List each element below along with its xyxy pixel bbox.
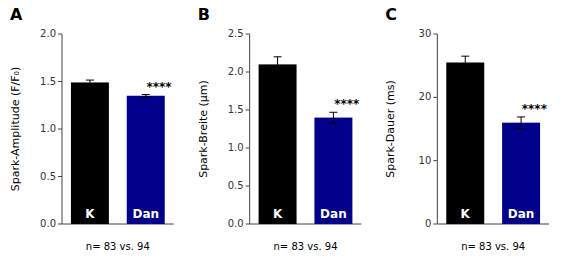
error-line bbox=[521, 117, 522, 128]
error-cap bbox=[86, 80, 94, 81]
y-tick-label: 0.0 bbox=[228, 218, 244, 229]
footnote: n= 83 vs. 94 bbox=[273, 241, 337, 252]
background bbox=[0, 0, 563, 272]
panel-label: C bbox=[385, 5, 397, 24]
error-cap bbox=[461, 68, 469, 69]
y-tick-label: 1.5 bbox=[228, 104, 244, 115]
y-axis bbox=[437, 34, 438, 224]
bar bbox=[502, 123, 540, 224]
y-tick bbox=[58, 176, 62, 177]
significance: **** bbox=[334, 97, 360, 111]
panel: A 0.0 0.5 1.0 1.5 2.0 Spark-Amplitude (F/F₀) K D… bbox=[9, 5, 174, 252]
error-cap bbox=[517, 116, 525, 117]
bar bbox=[259, 64, 297, 224]
y-tick bbox=[433, 224, 437, 225]
y-tick-label: 2.5 bbox=[228, 28, 244, 39]
error-cap bbox=[274, 56, 282, 57]
y-tick bbox=[58, 129, 62, 130]
bar-label: Dan bbox=[132, 207, 159, 221]
error-cap bbox=[329, 112, 337, 113]
panel: B 0.0 0.5 1.0 1.5 2.0 2.5 Spark-Breite (µm) K Dan… bbox=[197, 5, 362, 252]
bar bbox=[314, 118, 352, 224]
bar-label: Dan bbox=[508, 207, 535, 221]
y-tick bbox=[433, 97, 437, 98]
footnote: n= 83 vs. 94 bbox=[86, 241, 150, 252]
error-line bbox=[333, 112, 334, 123]
y-tick bbox=[246, 34, 250, 35]
error-cap bbox=[86, 84, 94, 85]
error-bar bbox=[274, 57, 282, 72]
bar bbox=[127, 96, 165, 224]
y-tick-label: 1.5 bbox=[40, 76, 56, 87]
y-tick bbox=[246, 72, 250, 73]
y-axis-label: Spark-Dauer (ms) bbox=[384, 80, 397, 178]
bar-label: K bbox=[461, 207, 471, 221]
y-tick bbox=[433, 34, 437, 35]
error-bar bbox=[329, 112, 337, 123]
y-axis bbox=[249, 34, 250, 224]
y-tick bbox=[246, 186, 250, 187]
figure: A 0.0 0.5 1.0 1.5 2.0 Spark-Amplitude (F/F₀) K D… bbox=[0, 0, 563, 272]
panel-label: B bbox=[198, 5, 210, 24]
error-bar bbox=[461, 56, 469, 69]
y-tick-label: 2.0 bbox=[228, 66, 244, 77]
plot-area bbox=[446, 56, 540, 224]
y-tick-label: 1.0 bbox=[40, 123, 56, 134]
error-cap bbox=[329, 122, 337, 123]
y-tick bbox=[58, 81, 62, 82]
bar bbox=[71, 82, 109, 224]
error-cap bbox=[517, 128, 525, 129]
y-tick-label: 0 bbox=[425, 218, 431, 229]
y-tick bbox=[58, 34, 62, 35]
y-axis-label: Spark-Amplitude (F/F₀) bbox=[9, 67, 22, 192]
y-tick bbox=[433, 160, 437, 161]
y-tick-label: 1.0 bbox=[228, 142, 244, 153]
significance: **** bbox=[522, 102, 548, 116]
bar-label: K bbox=[273, 207, 283, 221]
error-cap bbox=[461, 56, 469, 57]
error-bar bbox=[142, 95, 150, 97]
error-line bbox=[89, 80, 90, 85]
y-tick bbox=[58, 224, 62, 225]
plot-area bbox=[71, 80, 165, 224]
plot-area bbox=[259, 57, 353, 224]
y-tick-label: 20 bbox=[419, 91, 432, 102]
y-tick bbox=[246, 224, 250, 225]
significance: **** bbox=[146, 80, 172, 94]
error-bar bbox=[517, 117, 525, 128]
y-tick-label: 0.5 bbox=[228, 180, 244, 191]
y-tick-label: 30 bbox=[419, 28, 432, 39]
y-tick-label: 0.0 bbox=[40, 218, 56, 229]
y-axis bbox=[62, 34, 63, 224]
error-line bbox=[277, 57, 278, 72]
y-tick bbox=[246, 110, 250, 111]
footnote: n= 83 vs. 94 bbox=[461, 241, 525, 252]
y-axis-label: Spark-Breite (µm) bbox=[197, 80, 210, 178]
y-tick-label: 10 bbox=[419, 155, 432, 166]
y-tick-label: 2.0 bbox=[40, 28, 56, 39]
y-tick bbox=[246, 148, 250, 149]
error-cap bbox=[142, 96, 150, 97]
bar bbox=[446, 63, 484, 225]
y-tick-label: 0.5 bbox=[40, 171, 56, 182]
error-cap bbox=[274, 72, 282, 73]
error-line bbox=[465, 56, 466, 69]
error-cap bbox=[142, 94, 150, 95]
bar-label: K bbox=[85, 207, 95, 221]
bar-label: Dan bbox=[320, 207, 347, 221]
error-bar bbox=[86, 80, 94, 85]
panel-label: A bbox=[10, 5, 23, 24]
panel: C 0 10 20 30 Spark-Dauer (ms) K Dan **** n= 83 vs… bbox=[384, 5, 549, 252]
